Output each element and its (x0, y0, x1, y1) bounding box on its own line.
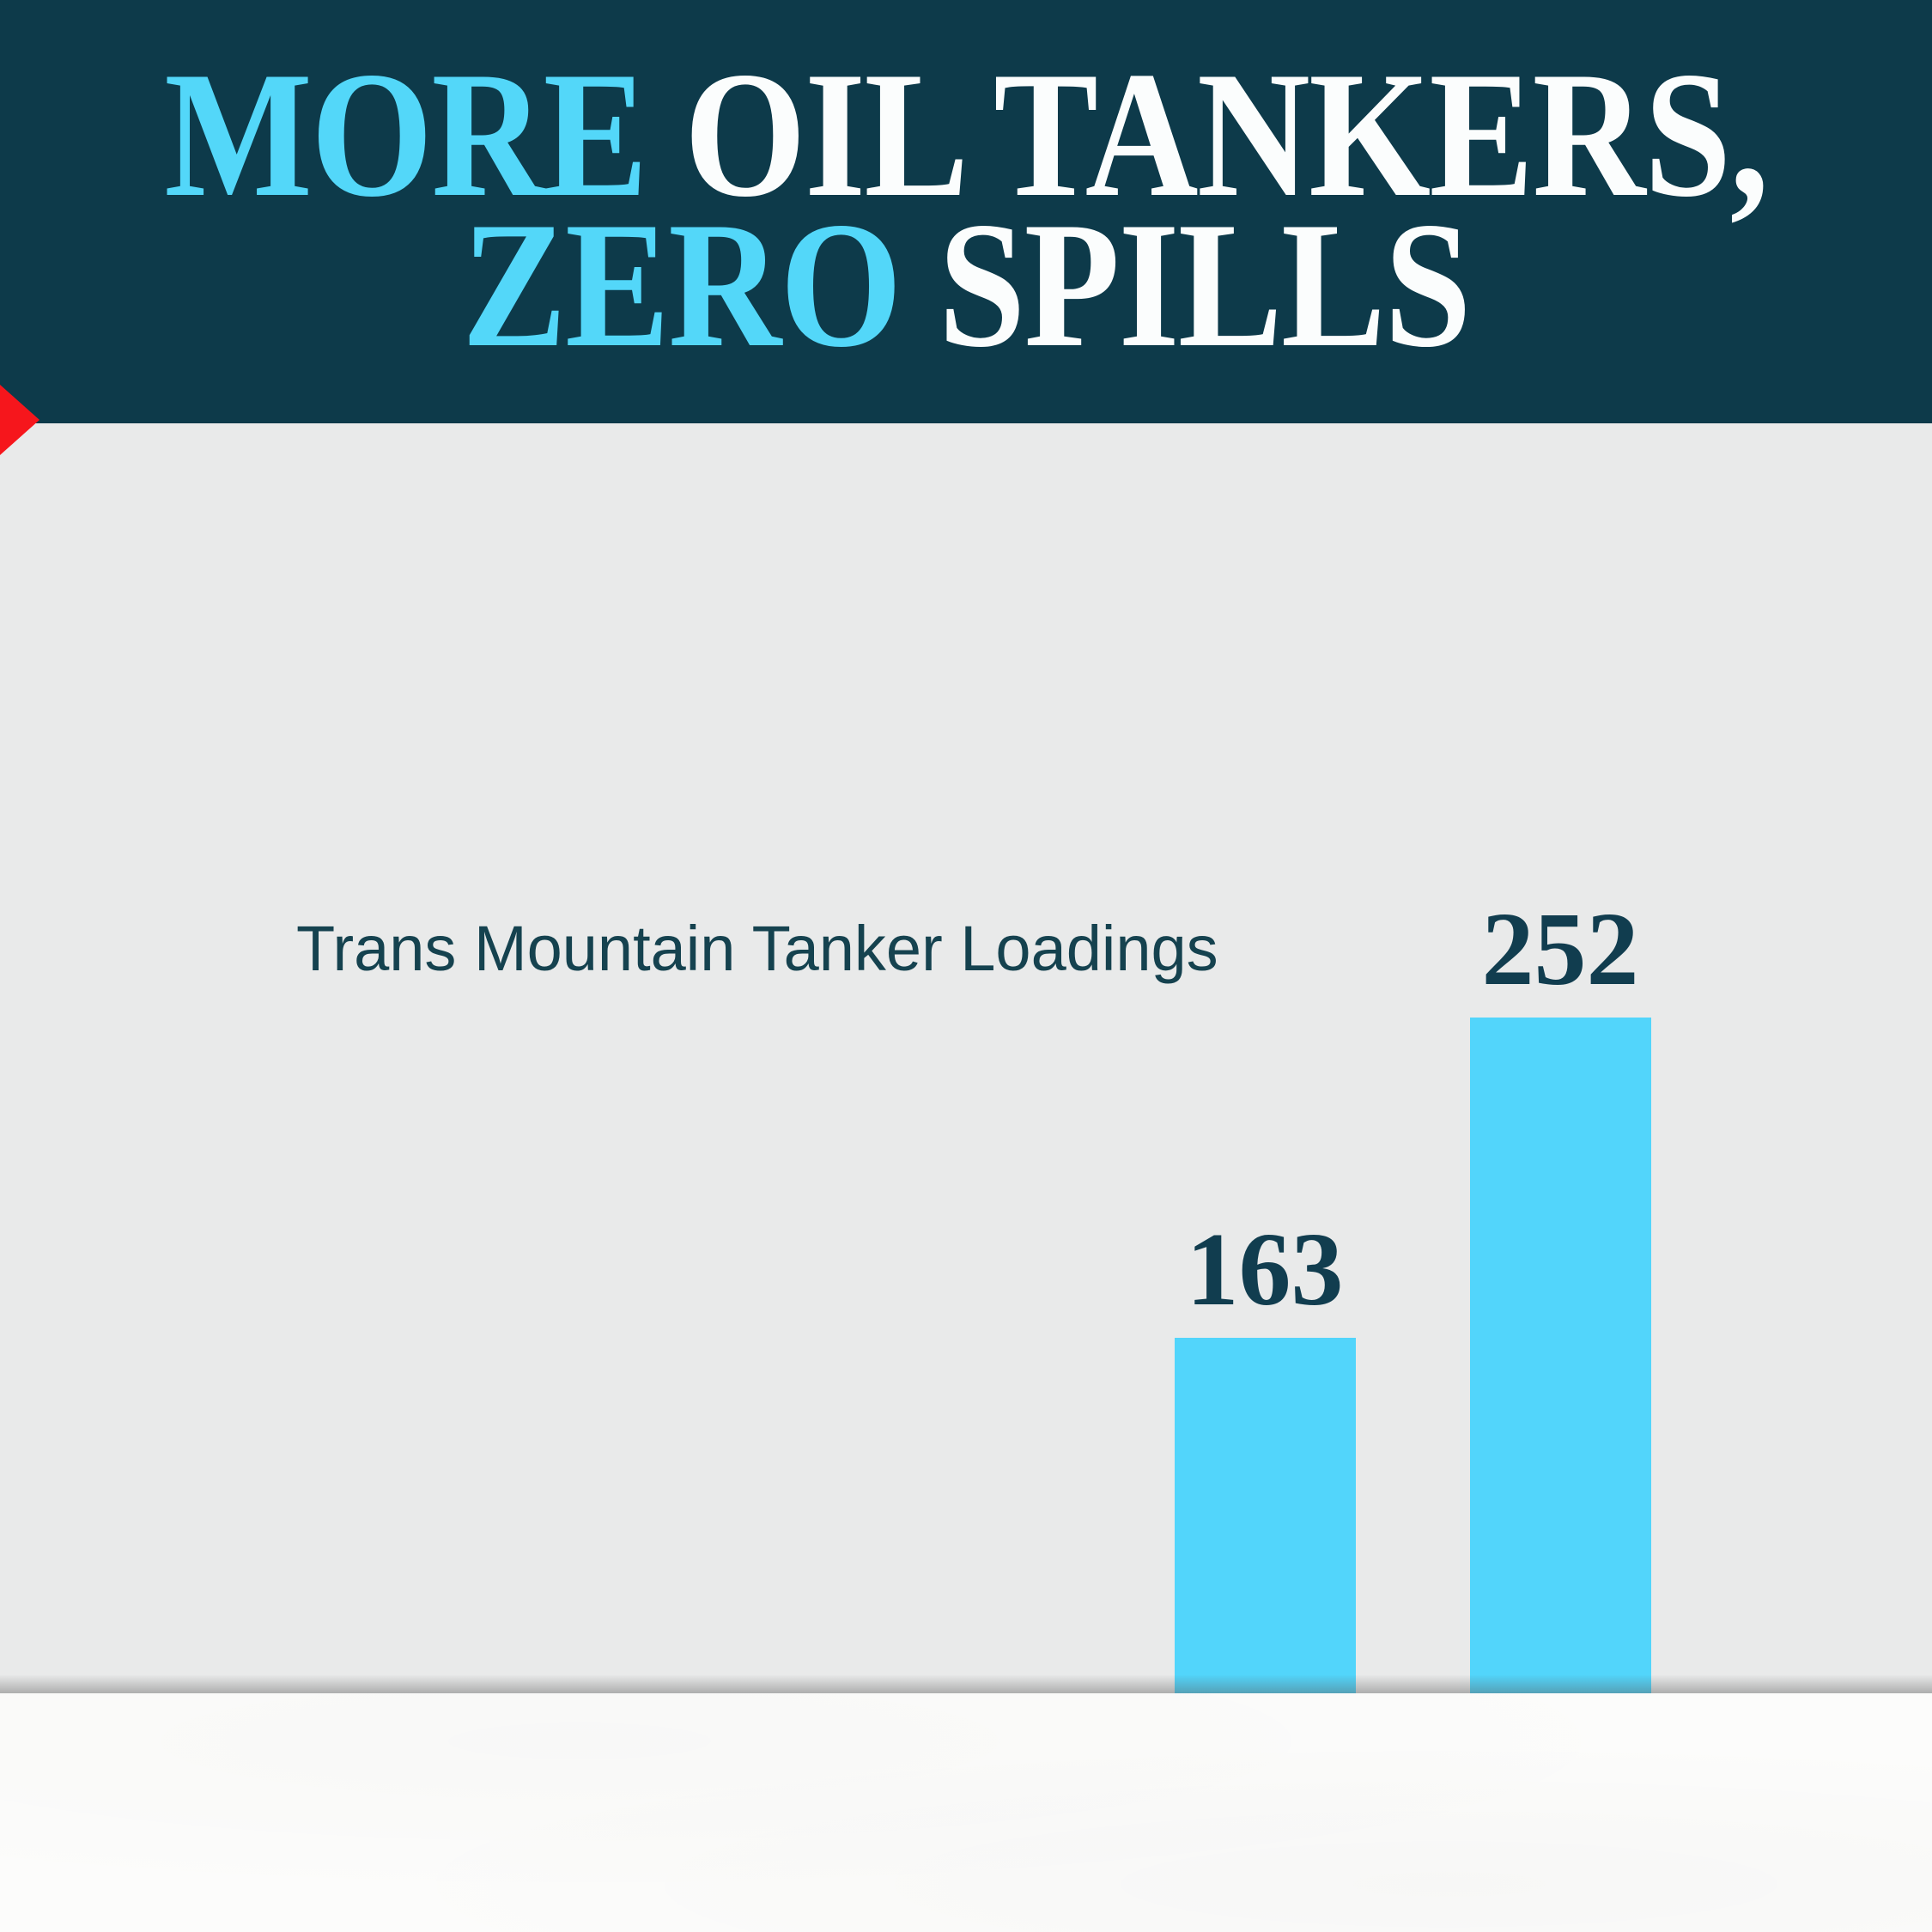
bar-value-label-2024: 163 (1186, 1212, 1344, 1327)
main-title-line2: ZERO SPILLS (125, 195, 1807, 375)
red-arrow-icon (0, 385, 39, 455)
header-banner: MORE OIL TANKERS, ZERO SPILLS (0, 0, 1932, 423)
footer: Canadian Energy Centre Source: Trans Mou… (0, 1693, 1932, 1932)
bar-value-label-2025: 252 (1481, 891, 1639, 1007)
chart-title: Trans Mountain Tanker Loadings (296, 913, 1218, 984)
title-line2-accent: ZERO (462, 185, 902, 385)
title-line2-rest: SPILLS (900, 185, 1472, 385)
main-title-line1: MORE OIL TANKERS, (125, 45, 1807, 225)
title-line1-rest: OIL TANKERS, (646, 35, 1770, 234)
title-line1-accent: MORE (164, 35, 647, 234)
main-title: MORE OIL TANKERS, ZERO SPILLS (0, 45, 1932, 375)
paper-edge-shadow (0, 1674, 1932, 1693)
bar-chart-area: Trans Mountain Tanker Loadings 262021222… (0, 423, 1932, 1926)
